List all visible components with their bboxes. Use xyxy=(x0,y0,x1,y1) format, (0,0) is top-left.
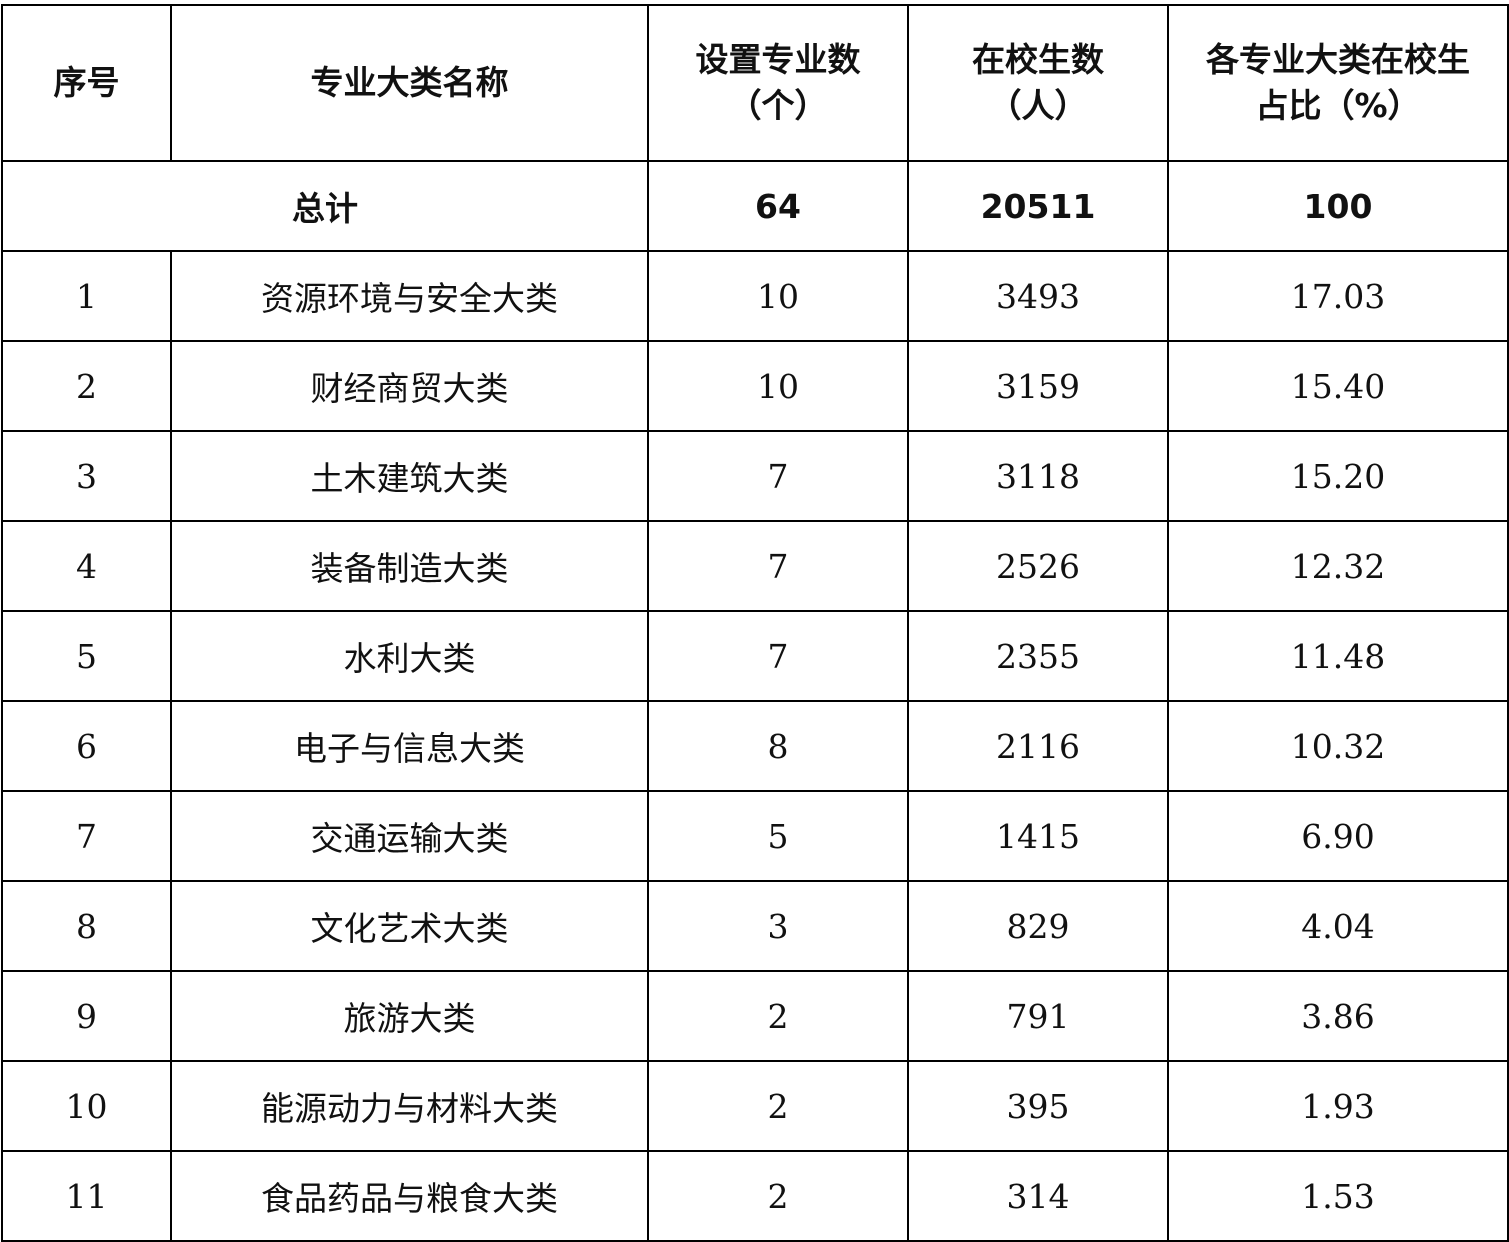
table-cell: 15.20 xyxy=(1167,430,1509,522)
header-text: 序号 xyxy=(53,63,120,102)
table-cell: 2116 xyxy=(907,700,1169,792)
table-cell: 能源动力与材料大类 xyxy=(170,1060,649,1152)
table-cell: 3159 xyxy=(907,340,1169,432)
header-text: 专业大类名称 xyxy=(310,63,509,102)
table-cell: 4 xyxy=(1,520,172,612)
header-text: 各专业大类在校生 xyxy=(1206,40,1470,79)
table-cell: 1 xyxy=(1,250,172,342)
table-cell: 8 xyxy=(647,700,909,792)
table-cell: 791 xyxy=(907,970,1169,1062)
table-cell: 食品药品与粮食大类 xyxy=(170,1150,649,1242)
table-cell: 11.48 xyxy=(1167,610,1509,702)
table-cell: 电子与信息大类 xyxy=(170,700,649,792)
table-cell: 2355 xyxy=(907,610,1169,702)
table-cell: 财经商贸大类 xyxy=(170,340,649,432)
table-cell: 交通运输大类 xyxy=(170,790,649,882)
header-cell: 设置专业数 （个） xyxy=(647,4,909,162)
table-cell: 10.32 xyxy=(1167,700,1509,792)
table-row: 8 文化艺术大类 3 829 4.04 xyxy=(1,880,1509,972)
table-cell: 17.03 xyxy=(1167,250,1509,342)
table-cell: 土木建筑大类 xyxy=(170,430,649,522)
header-text: （人） xyxy=(988,86,1088,125)
table-cell: 5 xyxy=(1,610,172,702)
table-cell: 3 xyxy=(647,880,909,972)
table-row: 6 电子与信息大类 8 2116 10.32 xyxy=(1,700,1509,792)
table-cell: 2 xyxy=(647,1150,909,1242)
table-cell: 3.86 xyxy=(1167,970,1509,1062)
total-cell: 总计 xyxy=(1,160,649,252)
header-cell: 序号 xyxy=(1,4,172,162)
total-cell: 64 xyxy=(647,160,909,252)
total-cell: 20511 xyxy=(907,160,1169,252)
table-row: 3 土木建筑大类 7 3118 15.20 xyxy=(1,430,1509,522)
table-cell: 9 xyxy=(1,970,172,1062)
total-cell: 100 xyxy=(1167,160,1509,252)
table-cell: 旅游大类 xyxy=(170,970,649,1062)
table-cell: 11 xyxy=(1,1150,172,1242)
header-row: 序号 专业大类名称 设置专业数 （个） 在校生数 （人） 各专业大类在校生 占比（%） xyxy=(1,4,1509,162)
header-cell: 各专业大类在校生 占比（%） xyxy=(1167,4,1509,162)
table-cell: 2526 xyxy=(907,520,1169,612)
table-cell: 395 xyxy=(907,1060,1169,1152)
header-text: 设置专业数 xyxy=(695,40,861,79)
table-cell: 3493 xyxy=(907,250,1169,342)
table-cell: 文化艺术大类 xyxy=(170,880,649,972)
table-cell: 10 xyxy=(647,340,909,432)
table-cell: 6.90 xyxy=(1167,790,1509,882)
table-cell: 3 xyxy=(1,430,172,522)
table-cell: 2 xyxy=(647,1060,909,1152)
table-row: 5 水利大类 7 2355 11.48 xyxy=(1,610,1509,702)
table-cell: 装备制造大类 xyxy=(170,520,649,612)
table-cell: 4.04 xyxy=(1167,880,1509,972)
table-cell: 314 xyxy=(907,1150,1169,1242)
header-text: 占比（%） xyxy=(1255,86,1421,125)
table-row: 2 财经商贸大类 10 3159 15.40 xyxy=(1,340,1509,432)
table-row: 9 旅游大类 2 791 3.86 xyxy=(1,970,1509,1062)
table-cell: 10 xyxy=(647,250,909,342)
table-cell: 7 xyxy=(1,790,172,882)
table-cell: 3118 xyxy=(907,430,1169,522)
table-cell: 水利大类 xyxy=(170,610,649,702)
header-text: 在校生数 xyxy=(972,40,1104,79)
header-cell: 在校生数 （人） xyxy=(907,4,1169,162)
table-row: 10 能源动力与材料大类 2 395 1.93 xyxy=(1,1060,1509,1152)
data-table: 序号 专业大类名称 设置专业数 （个） 在校生数 （人） 各专业大类在校生 占比（%） 总计 6… xyxy=(1,4,1509,1242)
table-cell: 6 xyxy=(1,700,172,792)
table-row: 11 食品药品与粮食大类 2 314 1.53 xyxy=(1,1150,1509,1242)
table-cell: 2 xyxy=(1,340,172,432)
table-cell: 1.53 xyxy=(1167,1150,1509,1242)
table-row: 4 装备制造大类 7 2526 12.32 xyxy=(1,520,1509,612)
table-cell: 7 xyxy=(647,430,909,522)
table-row: 1 资源环境与安全大类 10 3493 17.03 xyxy=(1,250,1509,342)
table-body: 总计 64 20511 100 1 资源环境与安全大类 10 3493 17.03 2 财经商贸大类… xyxy=(1,160,1509,1242)
table-cell: 2 xyxy=(647,970,909,1062)
header-cell: 专业大类名称 xyxy=(170,4,649,162)
table-cell: 829 xyxy=(907,880,1169,972)
table-cell: 5 xyxy=(647,790,909,882)
table-cell: 10 xyxy=(1,1060,172,1152)
table-cell: 15.40 xyxy=(1167,340,1509,432)
total-row: 总计 64 20511 100 xyxy=(1,160,1509,252)
table-cell: 1415 xyxy=(907,790,1169,882)
table-cell: 8 xyxy=(1,880,172,972)
table-cell: 7 xyxy=(647,610,909,702)
table-cell: 12.32 xyxy=(1167,520,1509,612)
header-text: （个） xyxy=(728,86,828,125)
table-cell: 1.93 xyxy=(1167,1060,1509,1152)
table-cell: 7 xyxy=(647,520,909,612)
table-row: 7 交通运输大类 5 1415 6.90 xyxy=(1,790,1509,882)
table-cell: 资源环境与安全大类 xyxy=(170,250,649,342)
